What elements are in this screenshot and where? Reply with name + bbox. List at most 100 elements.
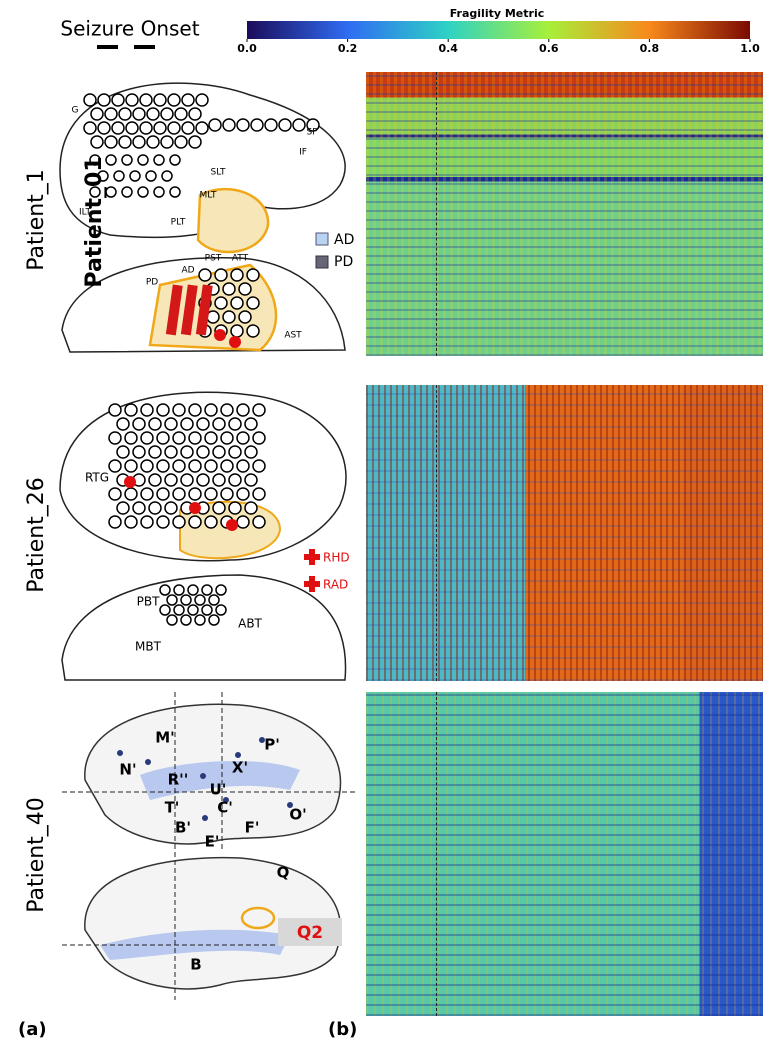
electrode xyxy=(230,268,244,282)
electrode xyxy=(196,445,210,459)
electrode xyxy=(252,487,266,501)
electrode xyxy=(220,431,234,445)
strip xyxy=(165,284,183,336)
electrode xyxy=(200,773,206,779)
electrode xyxy=(188,515,202,529)
electrode xyxy=(146,107,160,121)
region-label: SF xyxy=(307,128,318,138)
patient-label: Patient_1 xyxy=(24,169,49,271)
electrode xyxy=(108,403,122,417)
brain-region xyxy=(140,760,300,800)
electrode xyxy=(196,473,210,487)
electrode xyxy=(116,501,130,515)
electrode xyxy=(172,459,186,473)
electrode xyxy=(208,614,220,626)
electrode xyxy=(148,501,162,515)
region-label: Q xyxy=(277,864,290,882)
region-label: ATT xyxy=(232,254,249,264)
region-label: O' xyxy=(289,806,306,824)
electrode xyxy=(140,403,154,417)
electrode xyxy=(238,282,252,296)
electrode xyxy=(201,604,213,616)
electrode xyxy=(222,310,236,324)
electrode xyxy=(108,431,122,445)
electrode xyxy=(124,515,138,529)
electrode-onset xyxy=(189,502,201,514)
electrode xyxy=(198,268,212,282)
electrode xyxy=(187,584,199,596)
electrode xyxy=(145,759,151,765)
electrode xyxy=(230,324,244,338)
electrode xyxy=(116,417,130,431)
electrode xyxy=(145,170,157,182)
electrode xyxy=(164,445,178,459)
region-label: MBT xyxy=(135,640,162,654)
region-label: R'' xyxy=(168,771,189,789)
electrode xyxy=(212,501,226,515)
electrode xyxy=(137,154,149,166)
electrode xyxy=(124,487,138,501)
electrode xyxy=(236,487,250,501)
electrode xyxy=(246,296,260,310)
electrode xyxy=(278,118,292,132)
brain-outline xyxy=(59,82,346,239)
patient-overlay: Patient_01 xyxy=(82,156,107,287)
region-label: X' xyxy=(232,759,248,777)
electrode xyxy=(104,135,118,149)
electrode xyxy=(132,107,146,121)
electrode xyxy=(228,473,242,487)
region-label: P' xyxy=(264,736,280,754)
electrode xyxy=(124,459,138,473)
electrode xyxy=(117,750,123,756)
region-label: PD xyxy=(146,278,158,288)
electrode xyxy=(89,154,101,166)
region-label: SLT xyxy=(211,168,226,178)
electrode xyxy=(121,186,133,198)
region-label: F' xyxy=(245,819,260,837)
electrode xyxy=(230,296,244,310)
electrode xyxy=(153,121,167,135)
electrode xyxy=(188,459,202,473)
electrode xyxy=(111,121,125,135)
electrode xyxy=(124,431,138,445)
electrode xyxy=(208,594,220,606)
electrode xyxy=(105,186,117,198)
electrode xyxy=(156,403,170,417)
electrode xyxy=(244,473,258,487)
electrode xyxy=(222,118,236,132)
callout-box xyxy=(278,918,342,946)
electrode xyxy=(172,487,186,501)
region-label: ABT xyxy=(238,617,262,631)
electrode xyxy=(108,515,122,529)
panel-label: (b) xyxy=(328,1019,357,1040)
electrode xyxy=(201,584,213,596)
electrode xyxy=(156,459,170,473)
legend-label: PD xyxy=(334,254,353,270)
strip xyxy=(195,284,213,336)
electrode xyxy=(153,93,167,107)
electrode xyxy=(202,815,208,821)
electrode xyxy=(153,186,165,198)
electrode xyxy=(222,282,236,296)
electrode xyxy=(204,515,218,529)
electrode xyxy=(188,135,202,149)
electrode xyxy=(97,121,111,135)
electrode-onset xyxy=(226,519,238,531)
electrode xyxy=(104,107,118,121)
electrode xyxy=(180,417,194,431)
region-label: MLT xyxy=(199,191,217,201)
electrode xyxy=(160,107,174,121)
electrode xyxy=(169,186,181,198)
region-label: C' xyxy=(217,799,233,817)
electrode xyxy=(129,170,141,182)
legend-label: RHD xyxy=(323,551,350,565)
electrode xyxy=(204,431,218,445)
electrode xyxy=(220,487,234,501)
electrode-onset xyxy=(124,476,136,488)
electrode xyxy=(228,417,242,431)
electrode xyxy=(212,417,226,431)
electrode xyxy=(188,431,202,445)
electrode xyxy=(159,584,171,596)
electrode xyxy=(264,118,278,132)
electrode xyxy=(259,737,265,743)
